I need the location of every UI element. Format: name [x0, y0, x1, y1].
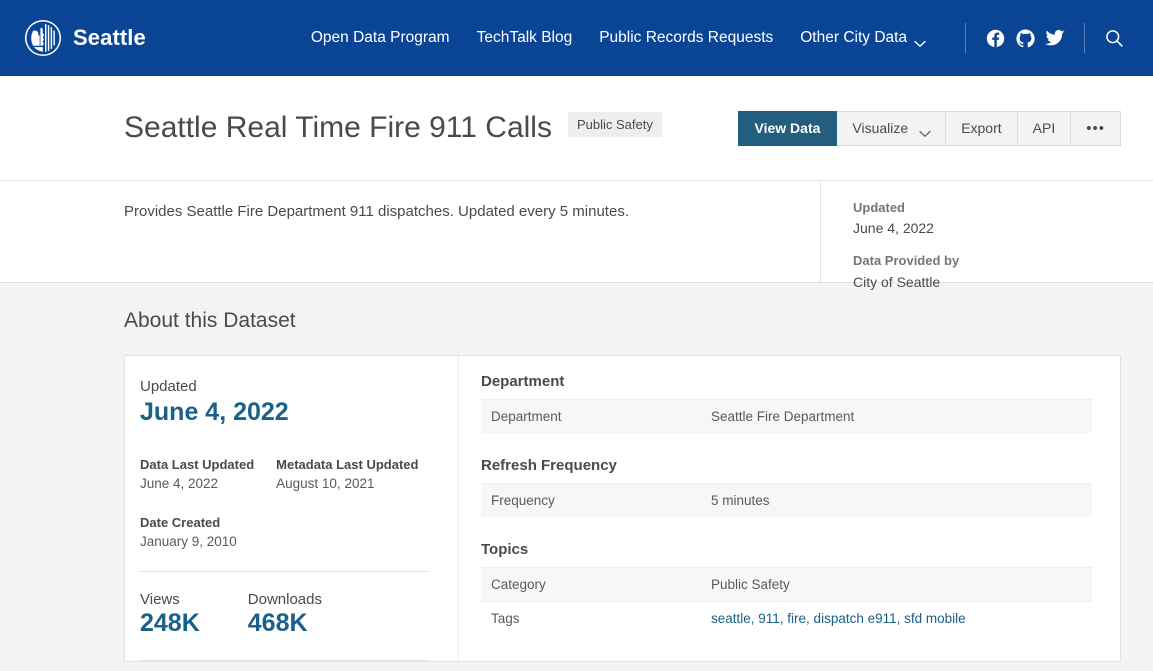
view-data-label: View Data — [754, 120, 821, 136]
table-row: Category Public Safety — [481, 567, 1092, 602]
api-label: API — [1032, 120, 1056, 136]
dataset-header: Seattle Real Time Fire 911 Calls Public S… — [0, 76, 1153, 290]
usage-stats: Views 248K Downloads 468K — [140, 591, 428, 638]
row-value: 5 minutes — [711, 493, 770, 508]
row-value: Public Safety — [711, 577, 790, 592]
downloads-stat: Downloads 468K — [248, 591, 322, 638]
about-dataset-card: Updated June 4, 2022 Data Last Updated J… — [124, 355, 1121, 662]
last-updated-group: Data Last Updated June 4, 2022 Metadata … — [140, 457, 428, 491]
dataset-action-toolbar: View Data Visualize Export API ••• — [737, 110, 1121, 146]
section-heading-refresh-frequency: Refresh Frequency — [481, 457, 617, 474]
views-label: Views — [140, 591, 180, 608]
nav-item-other-city-data[interactable]: Other City Data — [800, 29, 926, 47]
downloads-value: 468K — [247, 609, 308, 637]
meta-label: Updated — [853, 200, 905, 215]
brand-logo-link[interactable]: Seattle — [24, 19, 146, 57]
row-key: Frequency — [491, 493, 555, 508]
nav-item-label: Other City Data — [800, 29, 908, 46]
twitter-icon[interactable] — [1040, 23, 1070, 53]
metadata-last-updated-label: Metadata Last Updated — [276, 457, 419, 472]
row-value: seattle, 911, fire, dispatch e911, sfd m… — [701, 602, 1092, 636]
section-heading-topics: Topics — [481, 541, 529, 558]
brand-name: Seattle — [73, 25, 146, 50]
search-icon[interactable] — [1099, 23, 1129, 53]
section-heading-department: Department — [481, 373, 565, 390]
about-dataset-section: About this Dataset Updated June 4, 2022 … — [0, 283, 1153, 662]
dataset-title-text: Seattle Real Time Fire 911 Calls — [124, 111, 552, 144]
site-header: Seattle Open Data Program TechTalk Blog … — [0, 0, 1153, 76]
nav-item-label: TechTalk Blog — [476, 29, 573, 46]
table-row: Department Seattle Fire Department — [481, 399, 1092, 433]
visualize-label: Visualize — [852, 120, 909, 136]
refresh-frequency-table: Frequency 5 minutes — [481, 483, 1092, 517]
api-button[interactable]: API — [1017, 110, 1072, 146]
export-label: Export — [961, 120, 1002, 136]
github-icon[interactable] — [1010, 23, 1040, 53]
about-heading: About this Dataset — [124, 309, 296, 332]
topics-table: Category Public Safety Tags seattle, 911… — [481, 567, 1092, 635]
metadata-last-updated-value: August 10, 2021 — [276, 476, 375, 491]
more-options-button[interactable]: ••• — [1071, 110, 1121, 146]
updated-date-value: June 4, 2022 — [140, 398, 289, 426]
about-summary-column: Updated June 4, 2022 Data Last Updated J… — [125, 356, 459, 661]
data-last-updated: Data Last Updated June 4, 2022 — [140, 457, 254, 491]
export-button[interactable]: Export — [946, 110, 1018, 146]
nav-item-open-data-program[interactable]: Open Data Program — [311, 29, 450, 47]
header-utility-bar — [951, 23, 1129, 53]
date-created-label: Date Created — [140, 515, 221, 530]
view-data-button[interactable]: View Data — [737, 110, 838, 146]
downloads-label: Downloads — [247, 591, 322, 608]
tags-links[interactable]: seattle, 911, fire, dispatch e911, sfd m… — [711, 611, 966, 626]
meta-value: City of Seattle — [853, 273, 941, 290]
chevron-down-icon — [919, 125, 931, 137]
row-key: Department — [491, 409, 562, 424]
nav-item-label: Open Data Program — [310, 29, 450, 46]
updated-label: Updated — [140, 378, 197, 395]
ellipsis-icon: ••• — [1086, 119, 1105, 137]
facebook-icon[interactable] — [980, 23, 1010, 53]
department-table: Department Seattle Fire Department — [481, 399, 1092, 433]
category-badge: Public Safety — [567, 112, 662, 137]
row-key: Tags — [491, 611, 520, 626]
views-stat: Views 248K — [140, 591, 200, 638]
divider — [1084, 23, 1085, 53]
nav-item-label: Public Records Requests — [599, 29, 774, 46]
row-key: Category — [491, 577, 546, 592]
visualize-button[interactable]: Visualize — [837, 110, 947, 146]
divider — [140, 659, 428, 661]
meta-updated: Updated June 4, 2022 — [853, 197, 1153, 239]
page-title: Seattle Real Time Fire 911 Calls Public S… — [124, 111, 662, 145]
dataset-description: Provides Seattle Fire Department 911 dis… — [124, 203, 629, 220]
date-created-value: January 9, 2010 — [140, 534, 237, 549]
about-details-column: Department Department Seattle Fire Depar… — [459, 356, 1120, 661]
table-row: Frequency 5 minutes — [481, 483, 1092, 517]
meta-value: June 4, 2022 — [853, 220, 934, 237]
divider — [965, 23, 966, 53]
nav-item-public-records-requests[interactable]: Public Records Requests — [599, 29, 773, 47]
chevron-down-icon — [914, 35, 926, 47]
data-last-updated-value: June 4, 2022 — [140, 476, 219, 491]
meta-label: Data Provided by — [853, 253, 960, 269]
metadata-last-updated: Metadata Last Updated August 10, 2021 — [276, 457, 418, 491]
dataset-summary-row: Provides Seattle Fire Department 911 dis… — [0, 180, 1153, 290]
main-nav: Open Data Program TechTalk Blog Public R… — [311, 29, 926, 47]
data-last-updated-label: Data Last Updated — [140, 457, 255, 472]
dataset-meta-panel: Updated June 4, 2022 Data Provided by Ci… — [820, 181, 1153, 290]
divider — [140, 571, 428, 572]
views-value: 248K — [140, 609, 200, 637]
table-row: Tags seattle, 911, fire, dispatch e911, … — [481, 601, 1092, 636]
row-value: Seattle Fire Department — [711, 409, 855, 424]
nav-item-techtalk-blog[interactable]: TechTalk Blog — [477, 29, 573, 47]
seattle-city-seal-icon — [24, 19, 62, 57]
dataset-title-row: Seattle Real Time Fire 911 Calls Public S… — [0, 76, 1153, 180]
meta-data-provided-by: Data Provided by City of Seattle — [853, 250, 1153, 292]
date-created: Date Created January 9, 2010 — [140, 515, 428, 549]
